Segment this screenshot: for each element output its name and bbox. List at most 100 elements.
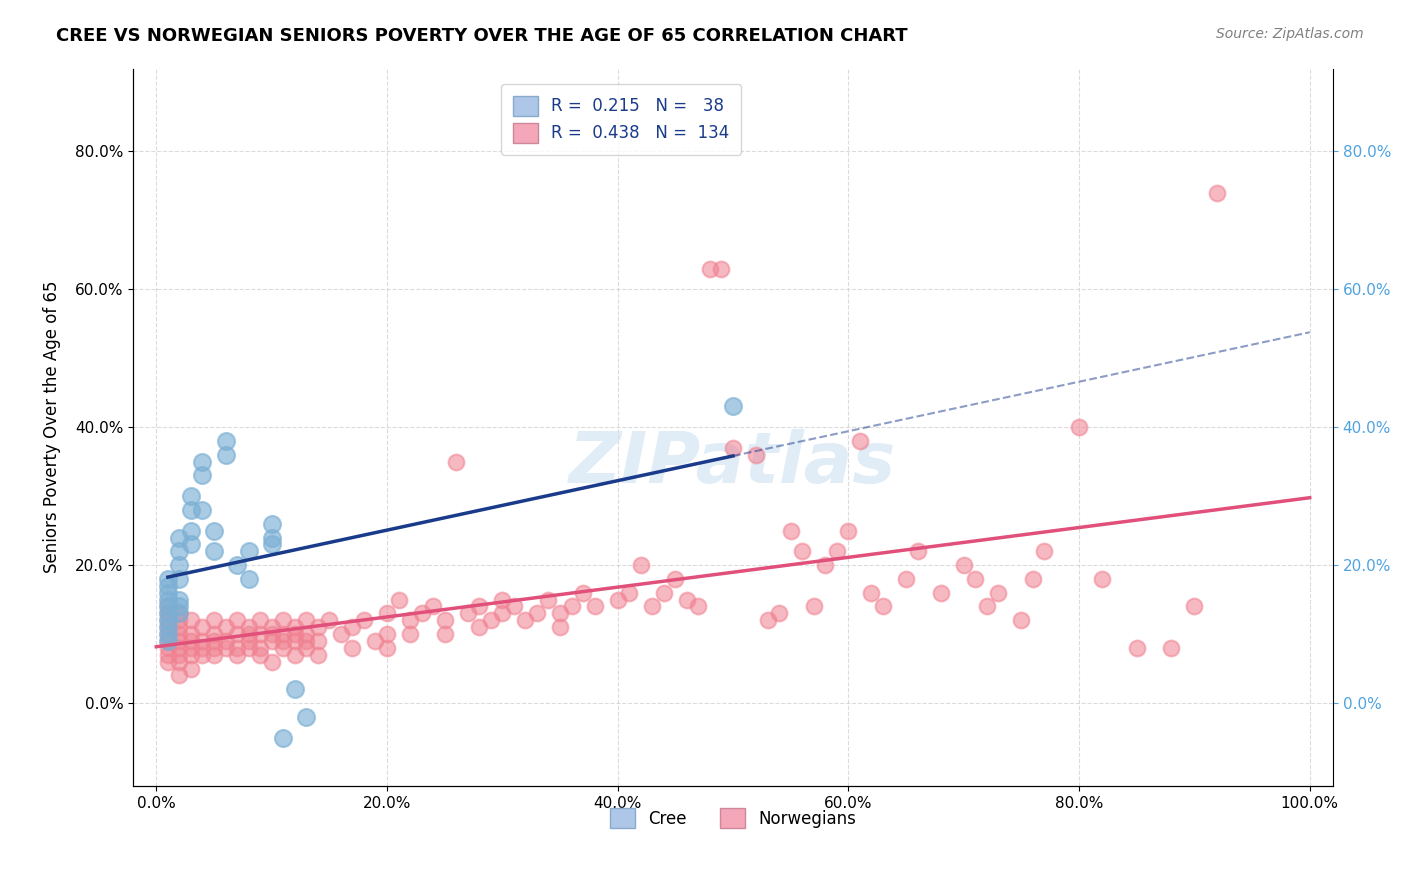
Point <box>526 607 548 621</box>
Point <box>1022 572 1045 586</box>
Point <box>249 627 271 641</box>
Point <box>169 607 191 621</box>
Point <box>271 640 294 655</box>
Point <box>169 607 191 621</box>
Point <box>226 627 249 641</box>
Point <box>238 620 260 634</box>
Point <box>169 613 191 627</box>
Point <box>202 544 225 558</box>
Point <box>433 613 456 627</box>
Point <box>214 448 236 462</box>
Point <box>202 648 225 662</box>
Point <box>180 648 202 662</box>
Point <box>792 544 814 558</box>
Point <box>1091 572 1114 586</box>
Point <box>699 261 721 276</box>
Point <box>156 613 179 627</box>
Point <box>180 613 202 627</box>
Point <box>214 620 236 634</box>
Point <box>260 537 283 551</box>
Point <box>156 620 179 634</box>
Point <box>169 544 191 558</box>
Point <box>180 627 202 641</box>
Point <box>572 585 595 599</box>
Point <box>721 400 744 414</box>
Point <box>814 558 837 573</box>
Point <box>169 558 191 573</box>
Point <box>249 648 271 662</box>
Point <box>491 592 513 607</box>
Point <box>214 634 236 648</box>
Point <box>156 634 179 648</box>
Point <box>457 607 479 621</box>
Point <box>284 682 307 697</box>
Point <box>169 627 191 641</box>
Point <box>260 531 283 545</box>
Point <box>952 558 974 573</box>
Point <box>364 634 387 648</box>
Point <box>1182 599 1205 614</box>
Point <box>1160 640 1182 655</box>
Point <box>375 627 398 641</box>
Point <box>353 613 375 627</box>
Point <box>202 613 225 627</box>
Point <box>191 455 214 469</box>
Point <box>1033 544 1056 558</box>
Point <box>271 613 294 627</box>
Point <box>444 455 467 469</box>
Point <box>271 731 294 745</box>
Point <box>214 434 236 448</box>
Point <box>156 572 179 586</box>
Point <box>202 634 225 648</box>
Point <box>226 640 249 655</box>
Point <box>537 592 560 607</box>
Point <box>803 599 825 614</box>
Point <box>468 620 491 634</box>
Point <box>825 544 848 558</box>
Point <box>284 648 307 662</box>
Point <box>238 634 260 648</box>
Point <box>491 607 513 621</box>
Point <box>387 592 409 607</box>
Point <box>307 648 329 662</box>
Point <box>169 599 191 614</box>
Point <box>606 592 628 607</box>
Point <box>180 489 202 503</box>
Point <box>664 572 686 586</box>
Point <box>238 627 260 641</box>
Point <box>226 613 249 627</box>
Point <box>156 579 179 593</box>
Text: ZIPatlas: ZIPatlas <box>569 428 897 498</box>
Point <box>169 668 191 682</box>
Point <box>399 627 422 641</box>
Point <box>630 558 652 573</box>
Point <box>745 448 768 462</box>
Point <box>479 613 502 627</box>
Point <box>779 524 801 538</box>
Point <box>987 585 1010 599</box>
Point <box>202 524 225 538</box>
Point <box>929 585 952 599</box>
Point <box>307 620 329 634</box>
Point <box>756 613 779 627</box>
Point <box>284 620 307 634</box>
Point <box>156 592 179 607</box>
Point <box>271 634 294 648</box>
Point <box>156 607 179 621</box>
Point <box>249 613 271 627</box>
Point <box>284 634 307 648</box>
Point <box>169 640 191 655</box>
Point <box>907 544 929 558</box>
Point <box>342 640 364 655</box>
Point <box>169 592 191 607</box>
Point <box>156 607 179 621</box>
Point <box>191 648 214 662</box>
Legend: Cree, Norwegians: Cree, Norwegians <box>603 801 863 835</box>
Text: Source: ZipAtlas.com: Source: ZipAtlas.com <box>1216 27 1364 41</box>
Text: CREE VS NORWEGIAN SENIORS POVERTY OVER THE AGE OF 65 CORRELATION CHART: CREE VS NORWEGIAN SENIORS POVERTY OVER T… <box>56 27 908 45</box>
Point <box>260 655 283 669</box>
Point <box>169 648 191 662</box>
Point <box>169 531 191 545</box>
Point <box>202 640 225 655</box>
Point <box>202 627 225 641</box>
